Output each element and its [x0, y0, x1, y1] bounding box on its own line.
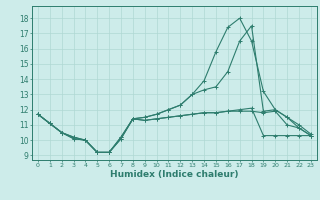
X-axis label: Humidex (Indice chaleur): Humidex (Indice chaleur)	[110, 170, 239, 179]
